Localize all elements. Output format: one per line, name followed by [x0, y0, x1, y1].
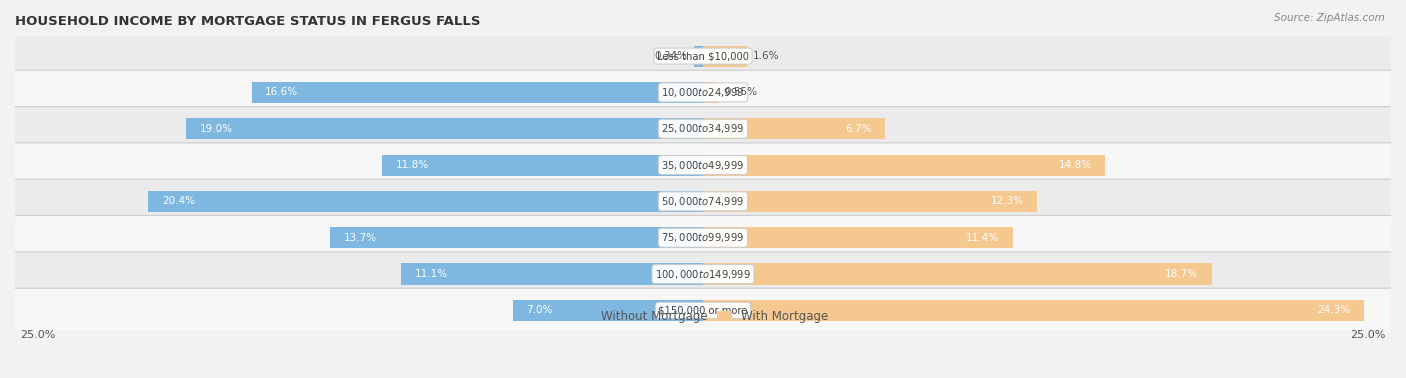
Text: 13.7%: 13.7%: [344, 233, 377, 243]
Bar: [703, 46, 747, 67]
FancyBboxPatch shape: [6, 34, 1400, 78]
Bar: [703, 191, 1038, 212]
Text: 7.0%: 7.0%: [526, 305, 553, 315]
FancyBboxPatch shape: [6, 288, 1400, 333]
Text: $25,000 to $34,999: $25,000 to $34,999: [661, 122, 745, 135]
Text: 1.6%: 1.6%: [754, 51, 780, 61]
Text: 25.0%: 25.0%: [21, 330, 56, 340]
Bar: [382, 155, 703, 176]
FancyBboxPatch shape: [6, 215, 1400, 260]
FancyBboxPatch shape: [6, 70, 1400, 115]
Text: $35,000 to $49,999: $35,000 to $49,999: [661, 158, 745, 172]
Bar: [703, 263, 1212, 285]
Text: $50,000 to $74,999: $50,000 to $74,999: [661, 195, 745, 208]
Bar: [703, 118, 886, 139]
Bar: [187, 118, 703, 139]
Bar: [148, 191, 703, 212]
FancyBboxPatch shape: [6, 179, 1400, 223]
Text: HOUSEHOLD INCOME BY MORTGAGE STATUS IN FERGUS FALLS: HOUSEHOLD INCOME BY MORTGAGE STATUS IN F…: [15, 15, 481, 28]
Text: 14.8%: 14.8%: [1059, 160, 1092, 170]
Text: $150,000 or more: $150,000 or more: [658, 305, 748, 315]
Text: 16.6%: 16.6%: [266, 87, 298, 98]
FancyBboxPatch shape: [6, 143, 1400, 187]
Text: $100,000 to $149,999: $100,000 to $149,999: [655, 268, 751, 280]
Bar: [703, 82, 718, 103]
Text: 11.1%: 11.1%: [415, 269, 449, 279]
Bar: [513, 300, 703, 321]
Bar: [703, 227, 1012, 248]
FancyBboxPatch shape: [6, 107, 1400, 151]
FancyBboxPatch shape: [6, 252, 1400, 296]
Bar: [330, 227, 703, 248]
Text: 11.4%: 11.4%: [966, 233, 1000, 243]
Text: 6.7%: 6.7%: [845, 124, 872, 134]
Bar: [703, 300, 1364, 321]
Text: $10,000 to $24,999: $10,000 to $24,999: [661, 86, 745, 99]
Text: 19.0%: 19.0%: [200, 124, 233, 134]
Text: 20.4%: 20.4%: [162, 197, 195, 206]
Text: 24.3%: 24.3%: [1317, 305, 1350, 315]
Text: 11.8%: 11.8%: [395, 160, 429, 170]
Text: Less than $10,000: Less than $10,000: [657, 51, 749, 61]
Text: 18.7%: 18.7%: [1164, 269, 1198, 279]
Text: 0.55%: 0.55%: [724, 87, 758, 98]
Text: $75,000 to $99,999: $75,000 to $99,999: [661, 231, 745, 244]
Bar: [252, 82, 703, 103]
Text: 12.3%: 12.3%: [991, 197, 1024, 206]
Text: 25.0%: 25.0%: [1350, 330, 1385, 340]
Text: Source: ZipAtlas.com: Source: ZipAtlas.com: [1274, 13, 1385, 23]
Bar: [401, 263, 703, 285]
Bar: [703, 155, 1105, 176]
Legend: Without Mortgage, With Mortgage: Without Mortgage, With Mortgage: [574, 305, 832, 327]
Text: 0.34%: 0.34%: [654, 51, 688, 61]
Bar: [693, 46, 703, 67]
